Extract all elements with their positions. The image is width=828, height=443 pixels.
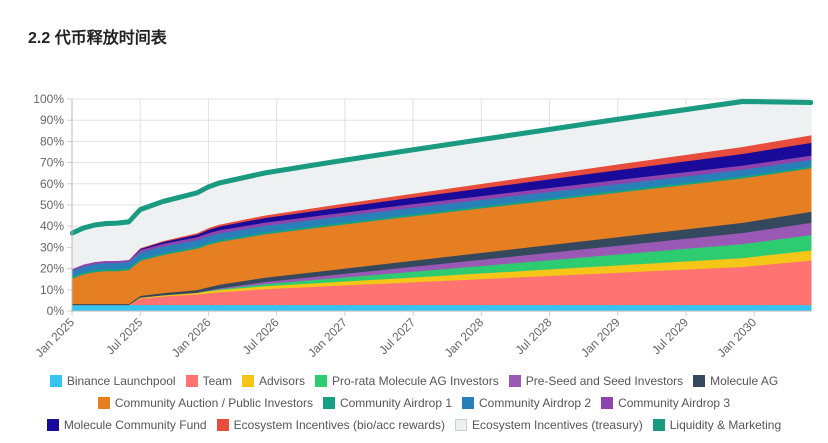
y-tick-label: 70% — [40, 156, 64, 170]
x-tick-label: Jan 2025 — [32, 315, 77, 360]
legend-label: Community Airdrop 1 — [339, 396, 453, 410]
legend-label: Pro-rata Molecule AG Investors — [331, 374, 499, 388]
legend-label: Team — [202, 374, 232, 388]
x-tick-label: Jul 2027 — [376, 315, 418, 357]
legend-swatch — [652, 419, 665, 431]
legend-item[interactable]: Molecule Community Fund — [46, 418, 207, 432]
legend-swatch — [322, 397, 335, 409]
release-schedule-chart: 0% 10% 20% 30% 40% 50% 60% 70% 80% 90% 100% Jan 202… — [32, 92, 813, 360]
x-tick-label: Jul 2026 — [240, 315, 282, 357]
legend-row: Community Auction / Public Investors Comm… — [0, 392, 828, 414]
x-tick-label: Jul 2025 — [103, 315, 145, 357]
legend-item[interactable]: Community Airdrop 1 — [322, 396, 453, 410]
y-tick-label: 100% — [33, 92, 64, 106]
legend-label: Ecosystem Incentives (treasury) — [472, 418, 643, 432]
legend-swatch — [508, 375, 521, 387]
x-tick-label: Jul 2028 — [513, 315, 555, 357]
x-tick-label: Jan 2026 — [169, 315, 214, 360]
legend-label: Community Airdrop 2 — [479, 396, 592, 410]
area-series-13 — [70, 98, 813, 236]
legend-item[interactable]: Pre-Seed and Seed Investors — [508, 374, 684, 388]
x-tick-label: Jan 2028 — [442, 315, 487, 360]
legend-item[interactable]: Ecosystem Incentives (bio/acc rewards) — [216, 418, 446, 432]
legend-label: Ecosystem Incentives (bio/acc rewards) — [233, 418, 446, 432]
legend-swatch — [241, 375, 254, 387]
legend-swatch — [97, 397, 110, 409]
legend-swatch — [46, 419, 59, 431]
chart-legend: Binance Launchpool Team Advisors Pro-rata M… — [0, 370, 828, 436]
legend-swatch — [314, 375, 327, 387]
legend-swatch — [455, 419, 468, 431]
y-tick-label: 90% — [40, 113, 64, 127]
x-tick-label: Jul 2029 — [649, 315, 691, 357]
legend-item[interactable]: Ecosystem Incentives (treasury) — [455, 418, 643, 432]
legend-swatch — [693, 375, 706, 387]
y-tick-label: 60% — [40, 177, 64, 191]
legend-label: Binance Launchpool — [66, 374, 176, 388]
y-tick-label: 10% — [40, 283, 64, 297]
legend-item[interactable]: Advisors — [241, 374, 305, 388]
x-tick-label: Jan 2027 — [305, 315, 350, 360]
legend-label: Pre-Seed and Seed Investors — [525, 374, 684, 388]
legend-label: Community Auction / Public Investors — [114, 396, 313, 410]
legend-swatch — [462, 397, 475, 409]
legend-item[interactable]: Molecule AG — [693, 374, 778, 388]
legend-item[interactable]: Binance Launchpool — [49, 374, 176, 388]
legend-label: Community Airdrop 3 — [618, 396, 731, 410]
legend-item[interactable]: Team — [185, 374, 232, 388]
y-tick-label: 30% — [40, 240, 64, 254]
legend-item[interactable]: Community Airdrop 3 — [601, 396, 730, 410]
legend-row: Binance Launchpool Team Advisors Pro-rata M… — [0, 370, 828, 392]
y-tick-label: 80% — [40, 134, 64, 148]
y-tick-label: 40% — [40, 219, 64, 233]
page-title: 2.2 代币释放时间表 — [28, 30, 167, 47]
y-tick-label: 20% — [40, 262, 64, 276]
x-tick-label: Jan 2029 — [578, 315, 623, 360]
legend-item[interactable]: Pro-rata Molecule AG Investors — [314, 374, 499, 388]
area-series-0 — [71, 304, 812, 312]
legend-label: Molecule Community Fund — [63, 418, 207, 432]
legend-item[interactable]: Liquidity & Marketing — [652, 418, 782, 432]
legend-swatch — [601, 397, 614, 409]
x-tick-label: Jan 2030 — [714, 315, 759, 360]
legend-row: Molecule Community Fund Ecosystem Incenti… — [0, 414, 828, 436]
legend-item[interactable]: Community Airdrop 2 — [462, 396, 591, 410]
legend-label: Liquidity & Marketing — [669, 418, 782, 432]
legend-swatch — [216, 419, 229, 431]
legend-label: Advisors — [258, 374, 305, 388]
legend-item[interactable]: Community Auction / Public Investors — [97, 396, 313, 410]
legend-swatch — [49, 375, 62, 387]
legend-label: Molecule AG — [710, 374, 779, 388]
y-tick-label: 0% — [47, 304, 65, 318]
legend-swatch — [185, 375, 198, 387]
y-tick-label: 50% — [40, 198, 64, 212]
